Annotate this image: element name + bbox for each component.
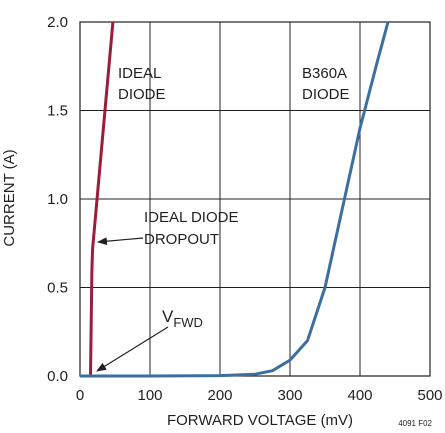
b360a-diode-label-line2: DIODE: [302, 86, 350, 103]
ideal-diode-label-line2: DIODE: [118, 86, 166, 103]
y-tick-label: 2.0: [47, 14, 68, 31]
vfwd-label-sub: FWD: [173, 315, 203, 330]
x-tick-label: 200: [207, 387, 232, 404]
grid-lines: [80, 22, 430, 376]
vfwd-arrow: [96, 326, 169, 372]
plot-frame: [79, 21, 431, 377]
b360a-diode-label-line1: B360A: [302, 65, 347, 82]
ideal-diode-label-line1: IDEAL: [118, 65, 161, 82]
y-tick-label: 0.0: [47, 368, 68, 385]
y-tick-label: 1.0: [47, 191, 68, 208]
y-tick-labels: 0.0 0.5 1.0 1.5 2.0: [47, 14, 68, 385]
dropout-arrow: [97, 237, 144, 246]
y-tick-label: 0.5: [47, 280, 68, 297]
x-tick-label: 100: [137, 387, 162, 404]
figure-id: 4091 F02: [398, 419, 432, 428]
x-tick-label: 0: [76, 387, 84, 404]
x-axis-title: FORWARD VOLTAGE (mV): [167, 412, 353, 429]
dropout-label-line1: IDEAL DIODE: [144, 209, 238, 226]
x-tick-label: 300: [277, 387, 302, 404]
dropout-label-line2: DROPOUT: [144, 231, 219, 248]
y-axis-title: CURRENT (A): [1, 149, 18, 246]
series-line-b360a-diode: [80, 21, 390, 378]
vfwd-label-main: V: [162, 307, 174, 326]
x-tick-labels: 0 100 200 300 400 500: [76, 387, 443, 404]
series-layer: [80, 21, 390, 378]
series-line-ideal-diode: [89, 21, 115, 377]
x-tick-label: 400: [347, 387, 372, 404]
vfwd-label: VFWD: [162, 307, 203, 330]
x-tick-label: 500: [417, 387, 442, 404]
y-tick-label: 1.5: [47, 103, 68, 120]
